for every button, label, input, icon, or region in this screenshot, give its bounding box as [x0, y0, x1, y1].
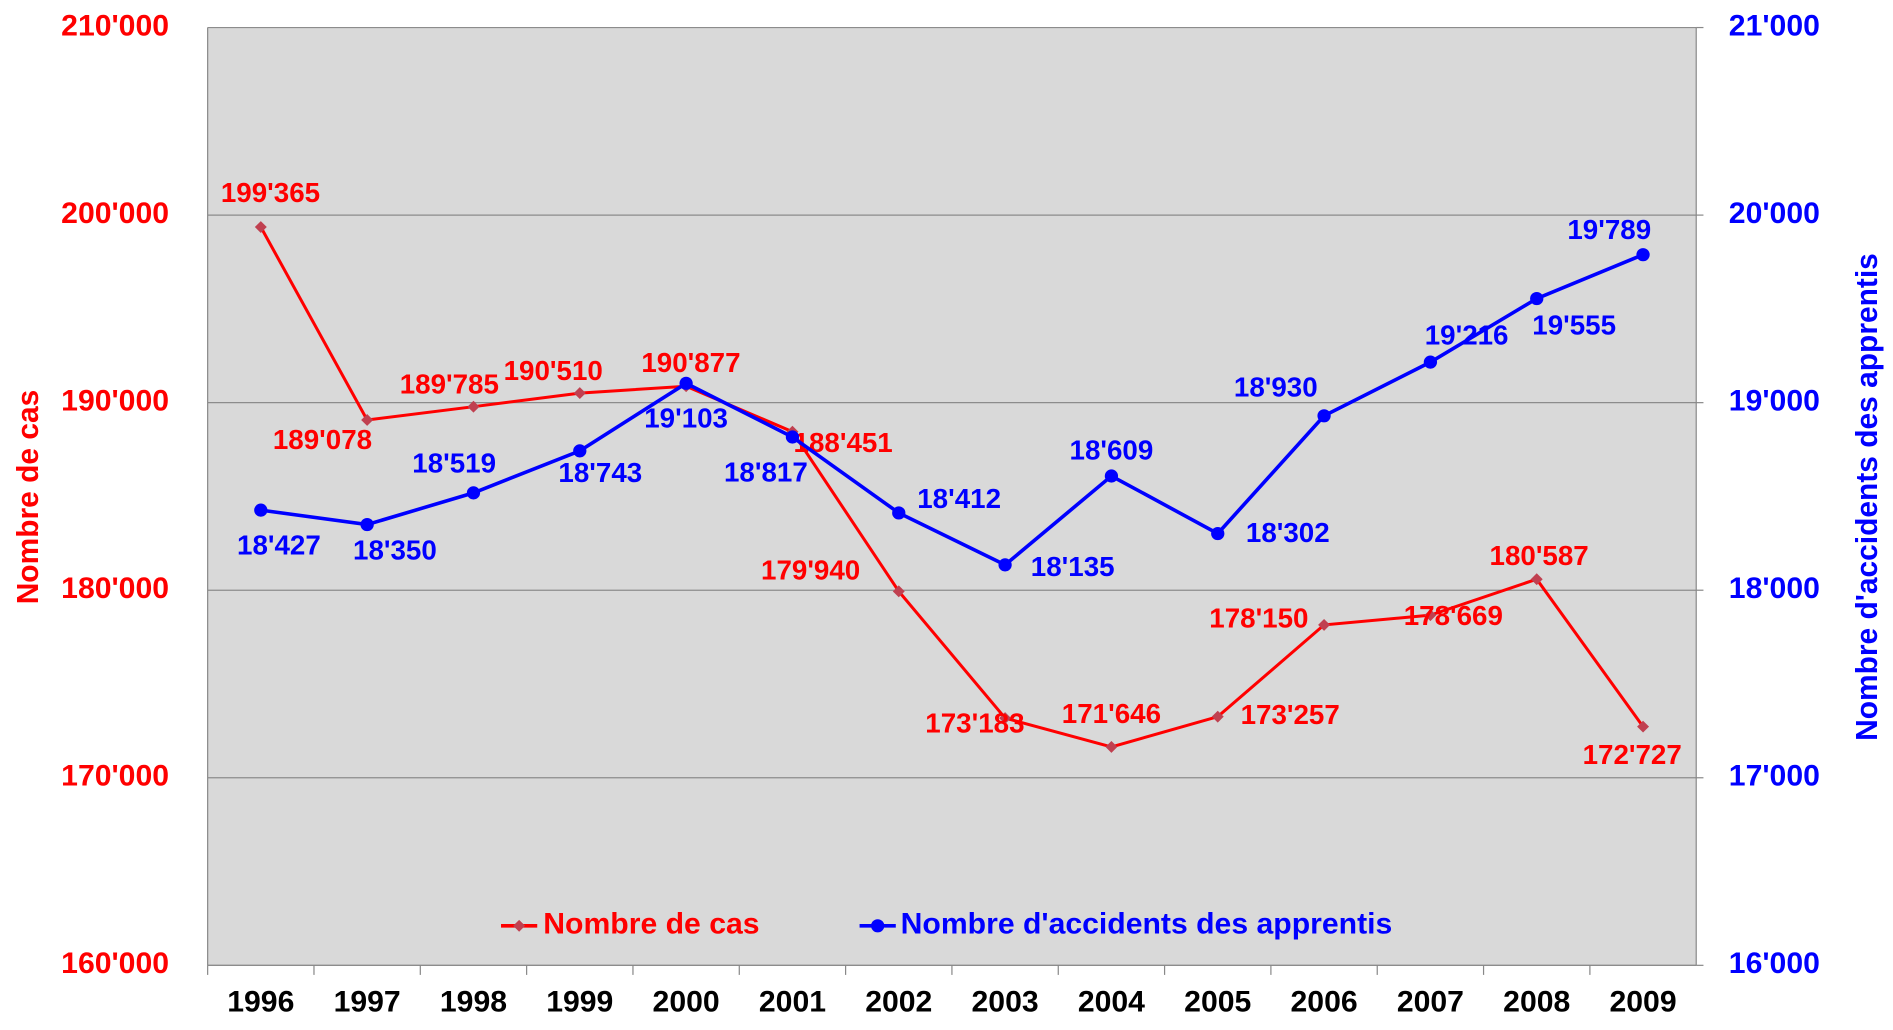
- data-label: 19'103: [644, 403, 728, 434]
- data-label: 179'940: [761, 555, 860, 586]
- data-label: 189'785: [400, 369, 499, 400]
- legend-marker: [513, 919, 526, 932]
- data-label: 18'817: [724, 456, 808, 487]
- marker: [1637, 720, 1650, 733]
- marker: [679, 376, 693, 390]
- y2-tick-label: 16'000: [1729, 947, 1820, 980]
- marker: [999, 712, 1012, 724]
- data-label: 18'519: [412, 448, 496, 479]
- marker: [1530, 291, 1544, 306]
- series-line: [260, 253, 1644, 568]
- y-tick-label: 200'000: [61, 197, 169, 230]
- y-tick-label: 160'000: [61, 947, 169, 980]
- data-label: 190'877: [641, 347, 740, 378]
- x-tick-label: 2007: [1397, 986, 1464, 1019]
- marker: [1105, 740, 1118, 753]
- marker: [573, 387, 586, 400]
- data-label: 172'727: [1583, 739, 1682, 770]
- data-label: 18'412: [917, 483, 1001, 514]
- data-label: 18'427: [237, 530, 321, 561]
- x-tick-label: 2004: [1078, 986, 1145, 1019]
- y2-tick-label: 17'000: [1729, 760, 1820, 793]
- marker: [360, 517, 374, 532]
- marker: [467, 400, 480, 413]
- marker: [785, 430, 800, 444]
- data-label: 19'555: [1532, 310, 1616, 341]
- data-label: 173'257: [1241, 699, 1340, 730]
- marker: [892, 506, 906, 520]
- x-tick-label: 2001: [759, 986, 826, 1019]
- marker: [573, 444, 587, 458]
- data-label: 189'078: [273, 424, 372, 455]
- marker: [1211, 526, 1225, 541]
- series-line: [259, 226, 1645, 749]
- marker: [1424, 609, 1437, 622]
- y-tick-label: 210'000: [61, 10, 169, 43]
- x-tick-label: 2009: [1609, 986, 1676, 1019]
- data-label: 171'646: [1062, 698, 1161, 729]
- data-label: 173'183: [925, 708, 1024, 739]
- x-tick-label: 1998: [440, 986, 507, 1019]
- marker: [254, 503, 268, 517]
- data-label: 19'789: [1567, 214, 1651, 245]
- y2-tick-label: 20'000: [1729, 197, 1820, 230]
- marker: [1636, 248, 1650, 262]
- marker: [1211, 710, 1224, 723]
- y2-axis-label: Nombre d'accidents des apprentis: [1851, 253, 1884, 741]
- data-label: 18'609: [1070, 434, 1154, 465]
- data-label: 190'510: [504, 355, 603, 386]
- marker: [466, 486, 481, 500]
- data-label: 188'451: [794, 427, 893, 458]
- x-tick-label: 1996: [227, 986, 294, 1019]
- marker: [1530, 573, 1543, 586]
- x-tick-label: 2003: [972, 986, 1039, 1019]
- y-axis-label: Nombre de cas: [12, 390, 45, 605]
- data-label: 199'365: [221, 177, 320, 208]
- marker: [1104, 469, 1119, 483]
- marker: [361, 414, 374, 426]
- marker: [1318, 618, 1331, 631]
- x-tick-label: 2006: [1291, 986, 1358, 1019]
- data-label: 18'350: [353, 534, 437, 565]
- data-label: 178'669: [1404, 600, 1503, 631]
- legend-label: Nombre de cas: [543, 908, 759, 941]
- data-label: 178'150: [1209, 602, 1308, 633]
- x-tick-label: 2002: [865, 986, 932, 1019]
- data-label: 18'743: [558, 457, 642, 488]
- data-label: 18'302: [1246, 517, 1330, 548]
- marker: [998, 558, 1012, 572]
- data-label: 18'135: [1031, 551, 1115, 582]
- marker: [1423, 355, 1438, 369]
- y2-tick-label: 21'000: [1729, 10, 1820, 43]
- y-tick-label: 190'000: [61, 385, 169, 418]
- legend-label: Nombre d'accidents des apprentis: [901, 908, 1393, 941]
- y2-tick-label: 19'000: [1729, 385, 1820, 418]
- legend-marker: [871, 919, 885, 933]
- y-tick-label: 180'000: [61, 572, 169, 605]
- x-tick-label: 2005: [1184, 986, 1251, 1019]
- data-label: 19'216: [1425, 319, 1509, 350]
- data-label: 180'587: [1490, 540, 1589, 571]
- x-tick-label: 2000: [653, 986, 720, 1019]
- data-label: 18'930: [1234, 372, 1318, 403]
- marker: [1317, 409, 1331, 423]
- y-tick-label: 170'000: [61, 760, 169, 793]
- x-tick-label: 1997: [334, 986, 401, 1019]
- x-tick-label: 2008: [1503, 986, 1570, 1019]
- y2-tick-label: 18'000: [1729, 572, 1820, 605]
- x-tick-label: 1999: [546, 986, 613, 1019]
